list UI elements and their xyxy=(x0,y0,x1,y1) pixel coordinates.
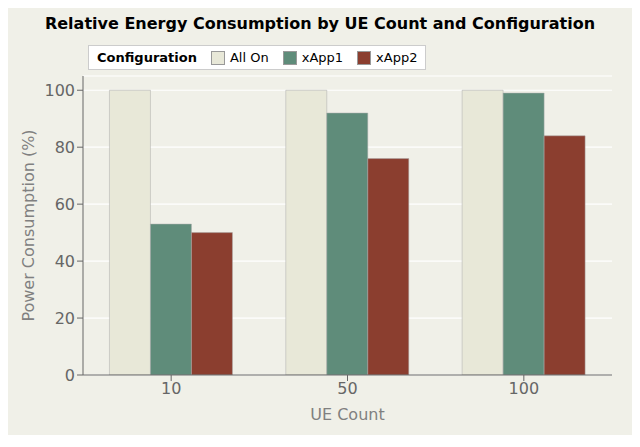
html-text:xApp1: xApp1 xyxy=(301,50,344,65)
html-text:xApp2: xApp2 xyxy=(376,50,418,65)
html-text:All On: All On xyxy=(230,50,269,65)
svg-text:80: 80 xyxy=(55,138,75,157)
svg-text:100: 100 xyxy=(509,379,540,398)
svg-text:50: 50 xyxy=(337,379,357,398)
html-text:Configuration: Configuration xyxy=(97,50,197,65)
svg-text:UE Count: UE Count xyxy=(310,405,384,424)
svg-text:10: 10 xyxy=(161,379,181,398)
html-text:Relative Energy Consumption by: Relative Energy Consumption by UE Count … xyxy=(44,14,596,33)
svg-text:Power Consumption (%): Power Consumption (%) xyxy=(19,129,38,321)
svg-text:20: 20 xyxy=(55,309,75,328)
svg-text:60: 60 xyxy=(55,195,75,214)
svg-text:40: 40 xyxy=(55,252,75,271)
svg-text:0: 0 xyxy=(65,366,75,385)
svg-text:100: 100 xyxy=(44,81,75,100)
